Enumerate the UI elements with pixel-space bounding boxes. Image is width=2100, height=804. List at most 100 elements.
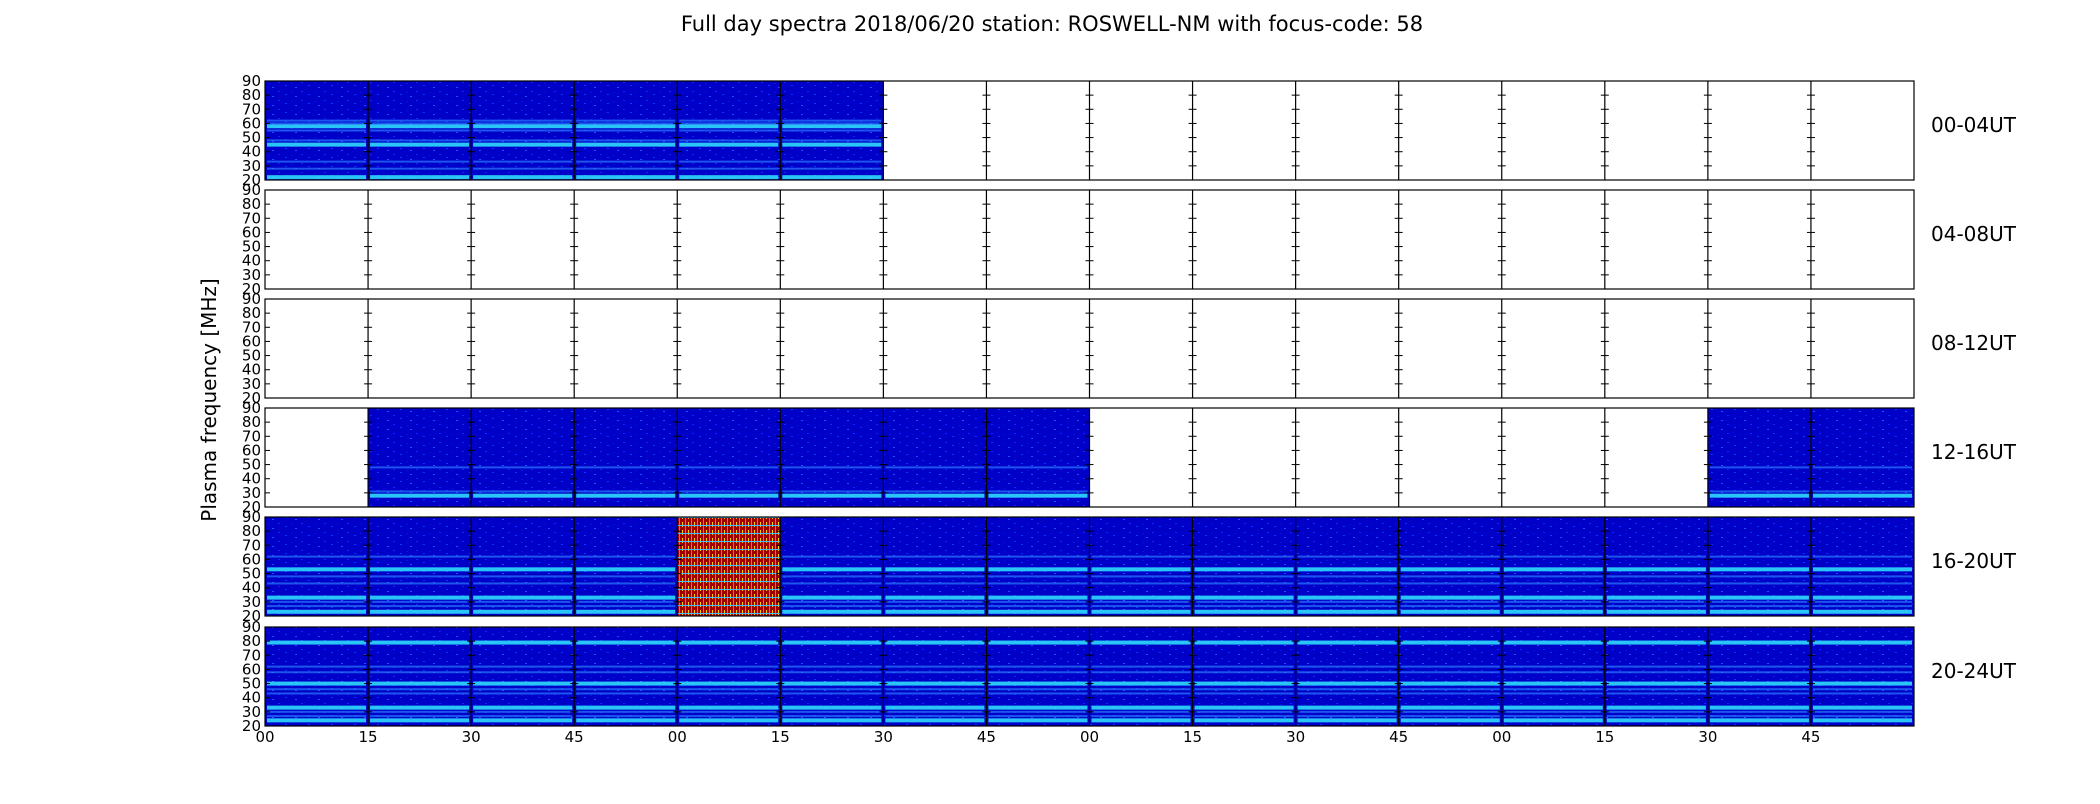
x-tick-label: 45 <box>977 728 996 746</box>
spectra-band <box>679 122 779 125</box>
spectra-band <box>1400 715 1500 718</box>
spectra-band <box>1297 555 1397 558</box>
spectra-band <box>1709 490 1809 493</box>
spectra-band <box>1297 688 1397 691</box>
spectra-band <box>370 490 470 493</box>
y-tick-label: 40 <box>242 470 261 488</box>
spectra-band <box>885 575 985 578</box>
spectra-band <box>782 595 882 600</box>
spectra-band <box>473 688 573 691</box>
spectra-band <box>370 567 470 572</box>
spectra-band <box>782 600 882 603</box>
spectra-band <box>1297 718 1397 723</box>
spectra-band <box>1400 555 1500 558</box>
y-tick-label: 20 <box>242 280 261 298</box>
spectra-band <box>782 575 882 578</box>
spectra-band <box>473 595 573 600</box>
y-tick-label: 50 <box>242 565 261 583</box>
x-tick-label: 15 <box>359 728 378 746</box>
spectra-band <box>1297 575 1397 578</box>
spectra-band <box>1606 595 1706 600</box>
spectra-band <box>885 681 985 686</box>
spectra-band <box>782 160 882 163</box>
spectra-band <box>473 490 573 493</box>
spectra-band <box>473 119 573 122</box>
spectra-band <box>782 665 882 668</box>
spectra-band <box>885 582 985 585</box>
spectra-band <box>576 582 676 585</box>
spectra-band <box>1812 493 1912 498</box>
spectra-band <box>267 567 367 572</box>
spectra-band <box>782 124 882 129</box>
spectra-band <box>1194 692 1294 695</box>
y-tick-label: 40 <box>242 361 261 379</box>
spectra-band <box>679 490 779 493</box>
spectra-band <box>473 555 573 558</box>
spectra-band <box>1194 595 1294 600</box>
spectra-band <box>1709 665 1809 668</box>
spectra-band <box>988 582 1088 585</box>
y-tick-label: 30 <box>242 484 261 502</box>
y-tick-label: 50 <box>242 675 261 693</box>
spectra-band <box>1606 665 1706 668</box>
spectra-band <box>370 139 470 142</box>
spectra-panels: 203040506070809000-04UT20304050607080900… <box>242 72 2017 735</box>
spectra-band <box>473 715 573 718</box>
spectra-band <box>1400 595 1500 600</box>
spectra-band <box>782 139 882 142</box>
y-tick-label: 60 <box>242 332 261 350</box>
spectra-band <box>988 490 1088 493</box>
row-label: 12-16UT <box>1931 440 2017 464</box>
spectra-band <box>782 119 882 122</box>
spectra-band <box>576 142 676 147</box>
spectra-band <box>1194 582 1294 585</box>
spectra-band <box>1503 567 1603 572</box>
spectra-band <box>1400 671 1500 674</box>
spectra-band <box>473 692 573 695</box>
spectra-band <box>370 142 470 147</box>
spectra-band <box>885 710 985 713</box>
spectra-band <box>267 705 367 710</box>
spectra-band <box>782 555 882 558</box>
spectra-band <box>782 640 882 645</box>
spectra-band <box>1400 605 1500 608</box>
x-tick-label: 30 <box>874 728 893 746</box>
spectra-band <box>782 715 882 718</box>
spectra-band <box>988 692 1088 695</box>
spectra-band <box>1606 715 1706 718</box>
y-tick-label: 20 <box>242 389 261 407</box>
spectra-band <box>782 466 882 469</box>
spectra-band <box>1400 582 1500 585</box>
spectra-band <box>1812 692 1912 695</box>
spectra-band <box>1709 466 1809 469</box>
spectra-band <box>988 609 1088 614</box>
y-tick-label: 90 <box>242 508 261 526</box>
spectra-band <box>1194 681 1294 686</box>
spectra-band <box>1400 692 1500 695</box>
spectra-band <box>1709 605 1809 608</box>
spectra-band <box>1812 609 1912 614</box>
spectra-band <box>1400 688 1500 691</box>
spectra-band <box>1812 490 1912 493</box>
spectra-band <box>885 595 985 600</box>
spectra-band <box>370 175 470 180</box>
spectra-band <box>1709 705 1809 710</box>
spectra-band <box>473 600 573 603</box>
spectra-band <box>782 142 882 147</box>
y-tick-label: 60 <box>242 441 261 459</box>
spectra-band <box>679 665 779 668</box>
spectra-band <box>782 129 882 132</box>
y-tick-label: 50 <box>242 347 261 365</box>
spectra-band <box>1503 705 1603 710</box>
spectra-band <box>1812 600 1912 603</box>
y-tick-label: 70 <box>242 536 261 554</box>
y-tick-label: 70 <box>242 209 261 227</box>
spectra-band <box>1812 555 1912 558</box>
spectra-band <box>576 119 676 122</box>
y-tick-label: 70 <box>242 100 261 118</box>
spectra-band <box>473 710 573 713</box>
spectra-band <box>1091 582 1191 585</box>
spectra-band <box>473 605 573 608</box>
spectra-band <box>885 466 985 469</box>
